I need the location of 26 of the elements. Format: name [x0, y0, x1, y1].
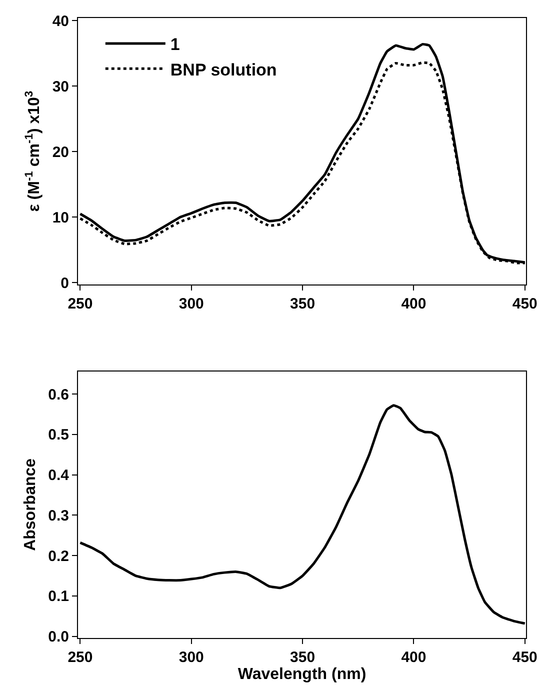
y-tick-label: 0.3	[48, 507, 69, 524]
y-tick-label: 0.0	[48, 628, 69, 646]
x-tick-label: 250	[68, 649, 93, 666]
x-tick-label: 400	[401, 296, 426, 313]
y-tick-label: 0.5	[48, 426, 69, 444]
x-tick-label: 400	[401, 649, 426, 666]
y-tick-label: 0	[60, 274, 69, 292]
y-tick-label: 10	[52, 209, 69, 226]
x-axis-title: Wavelength (nm)	[238, 666, 366, 683]
x-tick-label: 300	[178, 296, 204, 313]
legend-label: 1	[170, 35, 180, 54]
y-axis-title: Absorbance	[22, 458, 40, 551]
x-tick-label: 450	[512, 649, 538, 666]
x-tick-label: 450	[512, 296, 538, 313]
y-tick-label: 20	[52, 144, 69, 161]
y-tick-label: 0.2	[48, 548, 69, 565]
y-tick-label: 30	[52, 78, 69, 96]
y-tick-label: 0.4	[48, 467, 70, 484]
x-tick-label: 300	[178, 649, 204, 666]
legend-label: BNP solution	[170, 60, 277, 80]
y-tick-label: 0.1	[48, 588, 69, 606]
x-tick-label: 350	[290, 649, 316, 666]
x-tick-label: 250	[68, 296, 93, 313]
y-tick-label: 0.6	[48, 386, 69, 404]
y-tick-label: 40	[52, 12, 69, 30]
x-tick-label: 350	[290, 296, 316, 313]
